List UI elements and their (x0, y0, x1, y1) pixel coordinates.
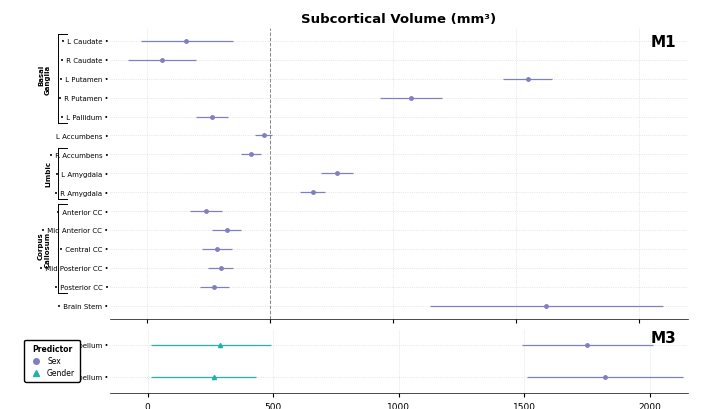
Text: M3: M3 (650, 330, 676, 346)
Title: Subcortical Volume (mm³): Subcortical Volume (mm³) (301, 13, 496, 26)
Text: M1: M1 (651, 34, 676, 49)
Text: Basal
Ganglia: Basal Ganglia (38, 65, 51, 94)
Text: Limbic: Limbic (45, 161, 51, 187)
Text: Corpus
Callosum: Corpus Callosum (38, 231, 51, 267)
X-axis label: Unstandardized β Coefficients: Unstandardized β Coefficients (325, 340, 472, 350)
Legend: Sex, Gender: Sex, Gender (24, 340, 80, 382)
